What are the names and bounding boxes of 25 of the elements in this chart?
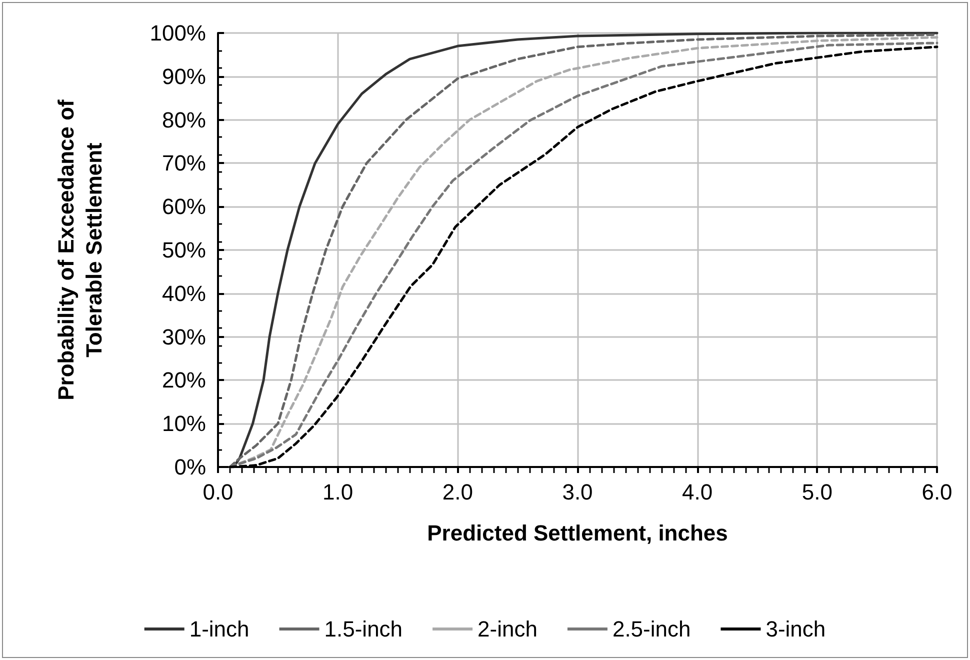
- x-tick-label: 1.0: [322, 480, 354, 504]
- y-axis-title: Probability of Exceedance of Tolerable Settlement: [54, 98, 106, 400]
- legend-label: 1-inch: [189, 616, 250, 642]
- y-tick-label: 10%: [162, 411, 206, 436]
- y-tick-label: 20%: [162, 368, 206, 393]
- y-tick-label: 90%: [162, 64, 206, 89]
- y-tick-label: 80%: [162, 107, 206, 132]
- y-tick-label: 70%: [162, 150, 206, 176]
- y-tick-label: 60%: [162, 194, 206, 220]
- legend-label: 1.5-inch: [324, 616, 403, 642]
- y-tick-label: 0%: [174, 454, 206, 480]
- x-tick-label: 0.0: [202, 480, 234, 504]
- legend-label: 3-inch: [766, 616, 826, 642]
- x-tick-label: 2.0: [442, 480, 473, 504]
- legend-label: 2.5-inch: [612, 616, 691, 642]
- x-tick-label: 4.0: [682, 480, 713, 504]
- legend-label: 2-inch: [478, 616, 538, 642]
- y-tick-label: 40%: [162, 280, 206, 306]
- x-axis-title: Predicted Settlement, inches: [427, 520, 728, 546]
- x-tick-label: 6.0: [922, 480, 952, 504]
- x-tick-label: 5.0: [802, 480, 832, 504]
- x-tick-label: 3.0: [562, 480, 593, 504]
- y-tick-label: 100%: [150, 20, 206, 46]
- y-tick-label: 50%: [162, 238, 206, 262]
- y-tick-label: 30%: [162, 324, 206, 350]
